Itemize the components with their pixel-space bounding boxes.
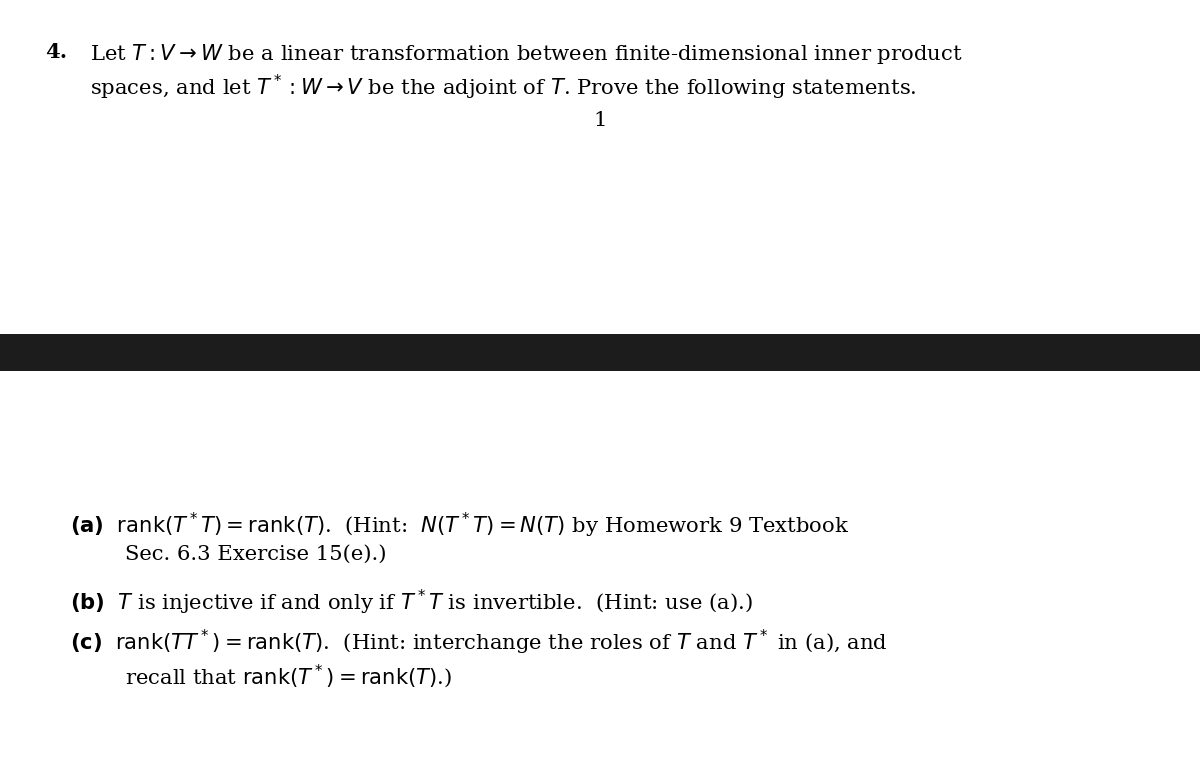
Text: Sec. 6.3 Exercise 15(e).): Sec. 6.3 Exercise 15(e).) [125, 545, 386, 564]
Text: 1: 1 [593, 111, 607, 131]
Text: spaces, and let $T^*: W \rightarrow V$ be the adjoint of $T$. Prove the followin: spaces, and let $T^*: W \rightarrow V$ b… [90, 73, 917, 102]
Text: $\mathbf{(c)}$  $\mathrm{rank}(TT^*) = \mathrm{rank}(T)$.  (Hint: interchange th: $\mathbf{(c)}$ $\mathrm{rank}(TT^*) = \m… [70, 627, 887, 657]
Text: 4.: 4. [46, 42, 67, 62]
Bar [0, 334, 1200, 371]
Text: $\mathbf{(a)}$  $\mathrm{rank}(T^*T) = \mathrm{rank}(T)$.  (Hint:  $N(T^*T) = N(: $\mathbf{(a)}$ $\mathrm{rank}(T^*T) = \m… [70, 511, 848, 540]
Text: Let $T: V \rightarrow W$ be a linear transformation between finite-dimensional i: Let $T: V \rightarrow W$ be a linear tra… [90, 42, 962, 66]
Text: $\mathbf{(b)}$  $T$ is injective if and only if $T^*T$ is invertible.  (Hint: us: $\mathbf{(b)}$ $T$ is injective if and o… [70, 588, 752, 617]
Text: recall that $\mathrm{rank}(T^*) = \mathrm{rank}(T)$.): recall that $\mathrm{rank}(T^*) = \mathr… [125, 662, 451, 690]
